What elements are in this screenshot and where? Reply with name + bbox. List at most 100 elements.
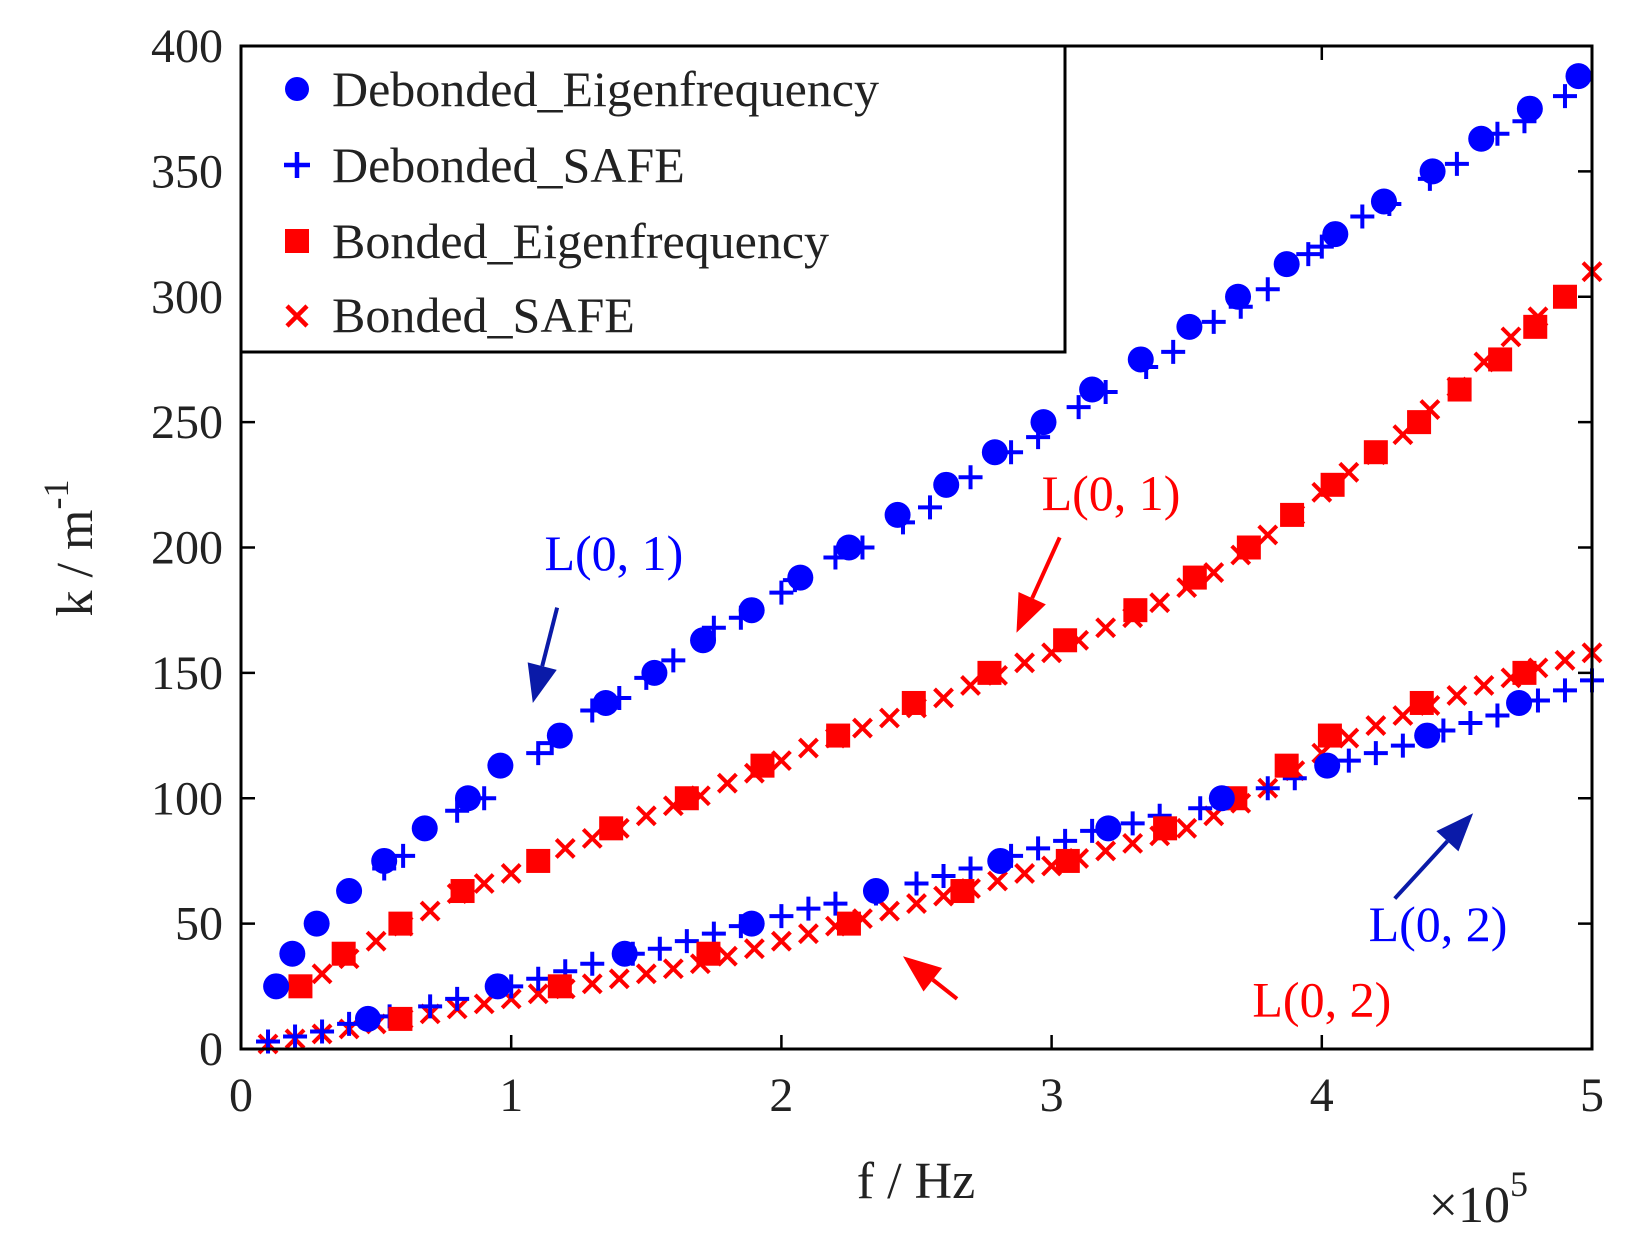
y-label-base: k / m xyxy=(47,510,104,617)
data-point-circle xyxy=(1414,723,1440,749)
data-point-square xyxy=(1183,566,1207,590)
data-point-x xyxy=(853,719,871,737)
data-point-x xyxy=(962,676,980,694)
data-point-circle xyxy=(304,911,330,937)
annotation-arrow-head xyxy=(1016,592,1045,633)
data-point-circle xyxy=(1517,96,1543,122)
legend: Debonded_Eigenfrequency Debonded_SAFE Bo… xyxy=(241,46,1065,352)
data-point-plus xyxy=(1188,796,1212,820)
legend-label: Bonded_SAFE xyxy=(332,287,635,343)
annotation-label: L(0, 2) xyxy=(1369,896,1508,952)
data-point-circle xyxy=(547,723,573,749)
data-point-x xyxy=(1259,526,1277,544)
data-point-x xyxy=(313,965,331,983)
data-point-square xyxy=(288,974,312,998)
data-point-circle xyxy=(1420,158,1446,184)
data-point-square xyxy=(750,754,774,778)
data-point-square xyxy=(1448,378,1472,402)
data-point-x xyxy=(1151,594,1169,612)
x-axis-multiplier: ×105 xyxy=(1429,1164,1528,1234)
data-point-circle xyxy=(455,785,481,811)
annotation-3: L(0, 2) xyxy=(1369,813,1508,952)
data-point-x xyxy=(880,902,898,920)
data-point-plus xyxy=(918,495,942,519)
data-point-square xyxy=(526,849,550,873)
data-point-x xyxy=(583,975,601,993)
data-point-x xyxy=(664,960,682,978)
legend-marker-circle xyxy=(285,77,309,101)
legend-label: Debonded_SAFE xyxy=(332,137,685,193)
data-point-plus xyxy=(1553,678,1577,702)
data-point-square xyxy=(1318,724,1342,748)
data-point-square xyxy=(1153,816,1177,840)
data-point-plus xyxy=(418,994,442,1018)
data-point-circle xyxy=(412,815,438,841)
data-point-circle xyxy=(1095,815,1121,841)
data-point-circle xyxy=(1371,188,1397,214)
data-point-x xyxy=(989,872,1007,890)
data-point-plus xyxy=(1161,340,1185,364)
data-point-circle xyxy=(1468,126,1494,152)
data-point-circle xyxy=(1274,251,1300,277)
x-tick-label: 2 xyxy=(769,1069,793,1122)
legend-label: Bonded_Eigenfrequency xyxy=(332,213,829,269)
data-point-x xyxy=(556,839,574,857)
data-point-x xyxy=(1097,619,1115,637)
data-point-circle xyxy=(787,565,813,591)
annotation-label: L(0, 2) xyxy=(1252,971,1391,1027)
data-point-plus xyxy=(1337,749,1361,773)
data-point-circle xyxy=(1030,409,1056,435)
data-point-square xyxy=(388,912,412,936)
data-point-square xyxy=(1275,754,1299,778)
annotation-label: L(0, 1) xyxy=(1042,465,1181,521)
data-point-circle xyxy=(355,1006,381,1032)
data-point-circle xyxy=(336,878,362,904)
data-point-x xyxy=(1340,729,1358,747)
data-point-circle xyxy=(1176,314,1202,340)
data-point-x xyxy=(718,774,736,792)
annotation-arrow-head xyxy=(528,662,557,703)
data-point-circle xyxy=(263,973,289,999)
data-point-square xyxy=(1523,315,1547,339)
data-point-circle xyxy=(1314,753,1340,779)
x-tick-label: 5 xyxy=(1580,1069,1604,1122)
data-point-x xyxy=(502,864,520,882)
data-point-circle xyxy=(1565,63,1591,89)
data-point-square xyxy=(1280,503,1304,527)
data-point-circle xyxy=(641,660,667,686)
data-point-x xyxy=(1205,564,1223,582)
data-point-x xyxy=(1367,717,1385,735)
data-point-plus xyxy=(1350,205,1374,229)
y-tick-label: 0 xyxy=(199,1023,223,1076)
data-point-x xyxy=(772,932,790,950)
data-point-square xyxy=(977,661,1001,685)
data-point-circle xyxy=(933,472,959,498)
annotation-arrow-shaft xyxy=(1395,841,1448,898)
data-point-circle xyxy=(1128,346,1154,372)
data-point-square xyxy=(1488,347,1512,371)
x-tick-label: 1 xyxy=(499,1069,523,1122)
data-point-circle xyxy=(1225,284,1251,310)
data-point-square xyxy=(451,879,475,903)
x-tick-label: 0 xyxy=(229,1069,253,1122)
data-point-square xyxy=(1512,661,1536,685)
annotation-arrow-shaft xyxy=(933,980,957,999)
data-point-x xyxy=(935,689,953,707)
data-point-square xyxy=(826,724,850,748)
data-point-x xyxy=(799,739,817,757)
data-point-plus xyxy=(445,987,469,1011)
data-point-square xyxy=(1056,849,1080,873)
data-point-circle xyxy=(1209,785,1235,811)
data-point-x xyxy=(799,925,817,943)
data-point-plus xyxy=(1256,277,1280,301)
data-point-square xyxy=(902,691,926,715)
legend-item-debonded-safe: Debonded_SAFE xyxy=(284,137,685,193)
x-axis-label: f / Hz xyxy=(857,1153,975,1210)
data-point-plus xyxy=(905,872,929,896)
data-point-square xyxy=(1237,536,1261,560)
y-axis-label: k / m-1 xyxy=(36,480,104,617)
data-point-circle xyxy=(279,941,305,967)
data-point-square xyxy=(1123,598,1147,622)
data-point-x xyxy=(745,940,763,958)
